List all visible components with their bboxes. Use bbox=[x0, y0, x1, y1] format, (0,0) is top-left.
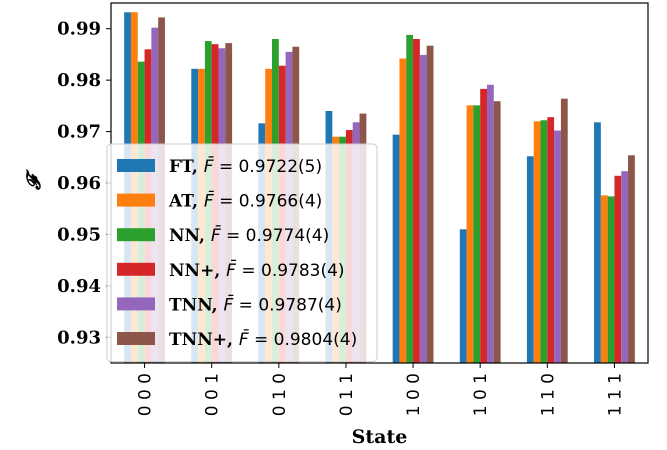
legend-series-value: = 0.9804(4) bbox=[249, 330, 358, 350]
bar-tnn-7 bbox=[621, 171, 629, 363]
legend-entry: TNN, F̄ = 0.9787(4) bbox=[169, 293, 342, 315]
bar-ft-4 bbox=[392, 134, 400, 363]
legend-entry: FT, F̄ = 0.9722(5) bbox=[169, 155, 322, 177]
x-tick-label: 0 0 0 bbox=[136, 373, 156, 416]
legend-series-name: NN+, bbox=[169, 261, 226, 281]
bar-tnn-plus-6 bbox=[560, 98, 568, 363]
legend-swatch bbox=[117, 228, 155, 242]
bar-nn-4 bbox=[406, 34, 414, 363]
legend-series-value: = 0.9787(4) bbox=[233, 295, 342, 315]
y-axis-ticks: 0.93 0.94 0.95 0.96 0.97 0.98 0.99 bbox=[57, 19, 111, 348]
legend-swatch bbox=[117, 262, 155, 276]
bar-tnn-6 bbox=[554, 130, 561, 363]
bar-nn-plus-4 bbox=[413, 39, 420, 363]
x-tick-label: 1 1 1 bbox=[605, 373, 625, 416]
bar-nn-plus-5 bbox=[480, 88, 487, 363]
legend-fidelity-symbol: F̄ bbox=[204, 155, 214, 177]
x-tick-label: 1 0 0 bbox=[404, 373, 424, 416]
bar-at-5 bbox=[466, 105, 474, 363]
legend-series-value: = 0.9722(5) bbox=[213, 157, 322, 177]
bar-nn-7 bbox=[607, 196, 615, 363]
y-tick-label: 0.96 bbox=[57, 173, 101, 194]
x-tick-label: 1 1 0 bbox=[538, 373, 558, 416]
x-tick-label: 1 0 1 bbox=[471, 373, 491, 416]
legend: FT, F̄ = 0.9722(5) AT, F̄ = 0.9766(4) NN, … bbox=[106, 143, 378, 363]
y-tick-label: 0.94 bbox=[57, 276, 101, 297]
bar-nn-plus-6 bbox=[547, 117, 555, 363]
x-axis-label: State bbox=[352, 426, 408, 448]
legend-series-name: AT, bbox=[168, 192, 204, 212]
bar-at-4 bbox=[399, 58, 407, 363]
y-tick-label: 0.98 bbox=[57, 70, 101, 91]
legend-fidelity-symbol: F̄ bbox=[223, 293, 233, 315]
legend-entry: AT, F̄ = 0.9766(4) bbox=[168, 190, 322, 212]
legend-series-name: TNN+, bbox=[169, 330, 239, 350]
legend-series-name: TNN, bbox=[169, 295, 223, 315]
bar-ft-5 bbox=[459, 229, 467, 363]
bar-nn-6 bbox=[540, 120, 548, 363]
legend-box bbox=[106, 143, 378, 363]
legend-fidelity-symbol: F̄ bbox=[211, 224, 221, 246]
legend-swatch bbox=[117, 159, 155, 172]
bar-nn-plus-7 bbox=[614, 175, 622, 363]
bar-tnn-5 bbox=[486, 84, 494, 364]
bar-ft-6 bbox=[526, 156, 534, 363]
legend-entry: TNN+, F̄ = 0.9804(4) bbox=[169, 328, 357, 350]
legend-series-name: NN, bbox=[169, 226, 211, 246]
legend-swatch bbox=[117, 297, 155, 311]
y-axis-label: 𝓕 bbox=[23, 169, 45, 191]
x-tick-label: 0 0 1 bbox=[203, 373, 223, 416]
legend-fidelity-symbol: F̄ bbox=[204, 190, 214, 212]
legend-fidelity-symbol: F̄ bbox=[239, 328, 249, 350]
bar-tnn-4 bbox=[419, 54, 427, 363]
bar-tnn-plus-5 bbox=[493, 101, 501, 363]
y-tick-label: 0.99 bbox=[57, 19, 101, 40]
bar-at-7 bbox=[600, 195, 608, 363]
legend-entry: NN+, F̄ = 0.9783(4) bbox=[169, 259, 345, 281]
legend-swatch bbox=[117, 332, 155, 345]
legend-fidelity-symbol: F̄ bbox=[226, 259, 236, 281]
x-tick-label: 0 1 1 bbox=[337, 373, 357, 416]
bar-ft-7 bbox=[594, 122, 601, 363]
bar-nn-5 bbox=[473, 105, 481, 363]
x-axis-ticks: 0 0 0 0 0 1 0 1 0 0 1 1 1 0 0 1 0 1 1 1 0 1 1 1 bbox=[136, 363, 625, 416]
bar-tnn-plus-7 bbox=[628, 155, 635, 363]
y-tick-label: 0.97 bbox=[57, 122, 101, 143]
x-tick-label: 0 1 0 bbox=[270, 373, 290, 416]
legend-swatch bbox=[117, 193, 155, 207]
legend-series-value: = 0.9783(4) bbox=[236, 261, 345, 281]
y-tick-label: 0.93 bbox=[57, 327, 101, 348]
legend-series-name: FT, bbox=[169, 157, 204, 177]
bar-tnn-plus-4 bbox=[426, 45, 434, 363]
legend-entry: NN, F̄ = 0.9774(4) bbox=[169, 224, 329, 246]
y-tick-label: 0.95 bbox=[57, 224, 101, 245]
legend-series-value: = 0.9766(4) bbox=[214, 192, 323, 212]
legend-series-value: = 0.9774(4) bbox=[221, 226, 330, 246]
bar-at-6 bbox=[533, 121, 541, 363]
